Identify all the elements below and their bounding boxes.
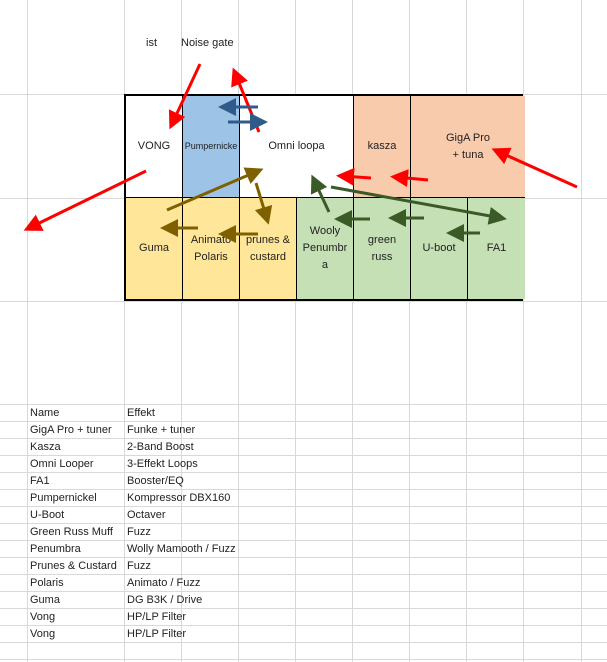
grid-column-line — [295, 0, 296, 662]
grid-row-line — [0, 557, 607, 558]
table-cell[interactable]: HP/LP Filter — [127, 611, 187, 623]
table-cell[interactable]: Guma — [30, 594, 60, 606]
red-arrow — [23, 169, 147, 231]
grid-row-line — [0, 506, 607, 507]
grid-row-line — [0, 438, 607, 439]
grid-row-line — [0, 659, 607, 660]
grid-column-line — [466, 0, 467, 662]
grid-column-line — [181, 0, 182, 662]
grid-row-line — [0, 472, 607, 473]
table-cell[interactable]: DG B3K / Drive — [127, 594, 203, 606]
red-arrow — [168, 63, 202, 130]
table-cell[interactable]: Kompressor DBX160 — [127, 492, 231, 504]
red-arrow — [491, 147, 578, 189]
table-cell[interactable]: Polaris — [30, 577, 64, 589]
olive-arrow — [254, 182, 273, 225]
ist-label: ist — [146, 37, 157, 49]
red-arrow — [336, 167, 372, 186]
grid-column-line — [124, 0, 125, 662]
table-cell[interactable]: Funke + tuner — [127, 424, 196, 436]
pedal-animato: Animato Polaris — [183, 198, 240, 299]
table-header[interactable]: Name — [30, 407, 60, 419]
table-cell[interactable]: Pumpernickel — [30, 492, 97, 504]
table-cell[interactable]: Fuzz — [127, 526, 151, 538]
red-arrow — [390, 169, 429, 188]
grid-row-line — [0, 642, 607, 643]
grid-column-line — [352, 0, 353, 662]
pedal-guma: Guma — [126, 198, 183, 299]
table-cell[interactable]: Penumbra — [30, 543, 81, 555]
grid-row-line — [0, 591, 607, 592]
table-cell[interactable]: Omni Looper — [30, 458, 94, 470]
green-arrow — [330, 185, 507, 225]
table-cell[interactable]: Vong — [30, 611, 56, 623]
table-cell[interactable]: HP/LP Filter — [127, 628, 187, 640]
grid-row-line — [0, 574, 607, 575]
table-cell[interactable]: Animato / Fuzz — [127, 577, 201, 589]
grid-row-line — [0, 421, 607, 422]
table-cell[interactable]: FA1 — [30, 475, 50, 487]
pedal-vong: VONG — [126, 96, 183, 198]
pedalboard-diagram: VONG Pumpernicke Omni loopa kasza GigA Pro +… — [124, 94, 525, 301]
grid-row-line — [0, 404, 607, 405]
grid-column-line — [581, 0, 582, 662]
grid-row-line — [0, 540, 607, 541]
green-arrow — [310, 174, 331, 213]
grid-column-line — [27, 0, 28, 662]
table-cell[interactable]: Booster/EQ — [127, 475, 184, 487]
grid-row-line — [0, 625, 607, 626]
grid-row-line — [0, 489, 607, 490]
noise-gate-label: Noise gate — [181, 37, 234, 49]
table-cell[interactable]: Kasza — [30, 441, 61, 453]
grid-row-line — [0, 455, 607, 456]
olive-arrow — [166, 167, 264, 212]
pedal-giga: GigA Pro + tuna — [411, 96, 525, 198]
table-header[interactable]: Effekt — [127, 407, 155, 419]
table-cell[interactable]: Green Russ Muff — [30, 526, 113, 538]
grid-row-line — [0, 301, 607, 302]
grid-row-line — [0, 608, 607, 609]
grid-row-line — [0, 523, 607, 524]
table-cell[interactable]: Prunes & Custard — [30, 560, 117, 572]
grid-column-line — [523, 0, 524, 662]
pedal-u-boot: U-boot — [411, 198, 468, 299]
table-cell[interactable]: U-Boot — [30, 509, 65, 521]
table-cell[interactable]: Wolly Mamooth / Fuzz — [127, 543, 236, 555]
table-cell[interactable]: Vong — [30, 628, 56, 640]
table-cell[interactable]: Fuzz — [127, 560, 151, 572]
table-cell[interactable]: GigA Pro + tuner — [30, 424, 112, 436]
table-cell[interactable]: 2-Band Boost — [127, 441, 194, 453]
table-cell[interactable]: 3-Effekt Loops — [127, 458, 198, 470]
table-cell[interactable]: Octaver — [127, 509, 166, 521]
grid-column-line — [238, 0, 239, 662]
grid-column-line — [409, 0, 410, 662]
